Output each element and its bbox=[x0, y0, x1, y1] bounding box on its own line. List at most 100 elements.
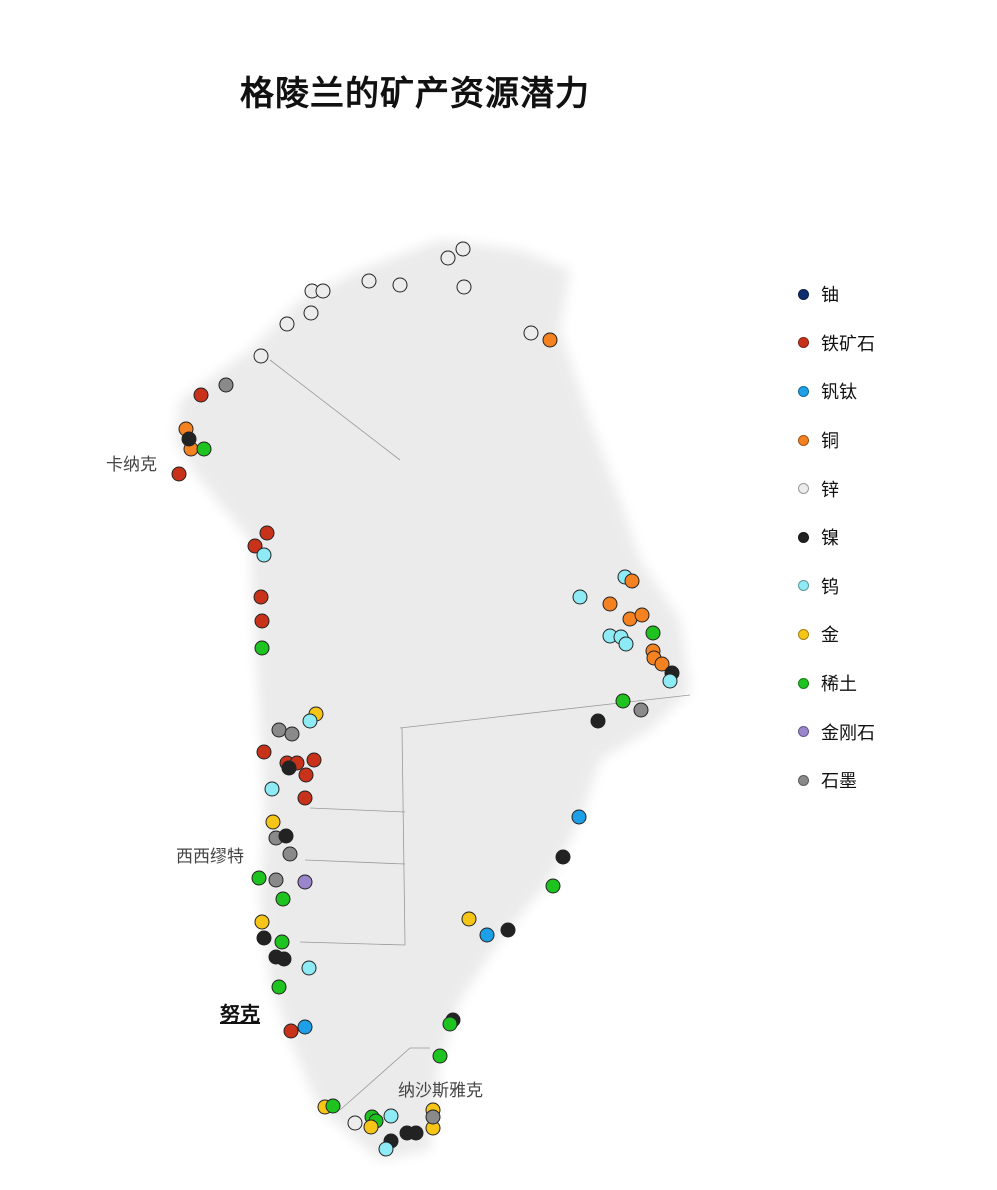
legend-item-cu: 铜 bbox=[798, 416, 875, 465]
legend-marker bbox=[798, 677, 809, 689]
mineral-point-au bbox=[363, 1119, 379, 1135]
mineral-point-ree bbox=[545, 878, 561, 894]
mineral-point-dia bbox=[297, 874, 313, 890]
legend-label: 金 bbox=[821, 625, 839, 647]
mineral-point-ni bbox=[256, 930, 272, 946]
mineral-point-ree bbox=[274, 934, 290, 950]
mineral-point-ree bbox=[271, 979, 287, 995]
mineral-point-fe bbox=[297, 790, 313, 806]
legend-item-ree: 稀土 bbox=[798, 659, 875, 708]
mineral-point-ni bbox=[276, 951, 292, 967]
legend-item-zn: 锌 bbox=[798, 464, 875, 513]
legend-marker bbox=[798, 774, 809, 786]
mineral-point-gr bbox=[282, 846, 298, 862]
legend-label: 稀土 bbox=[821, 674, 857, 696]
mineral-point-zn bbox=[279, 316, 295, 332]
mineral-point-w bbox=[383, 1108, 399, 1124]
legend: 铀铁矿石钒钛铜锌镍钨金稀土金刚石石墨 bbox=[798, 270, 875, 805]
legend-item-vti: 钒钛 bbox=[798, 367, 875, 416]
mineral-point-vti bbox=[479, 927, 495, 943]
legend-marker bbox=[798, 628, 809, 640]
municipal-borders bbox=[269, 359, 691, 1111]
mineral-point-ni bbox=[500, 922, 516, 938]
mineral-point-zn bbox=[347, 1115, 363, 1131]
mineral-point-cu bbox=[602, 596, 618, 612]
mineral-point-fe bbox=[193, 387, 209, 403]
mineral-point-w bbox=[302, 713, 318, 729]
mineral-point-zn bbox=[392, 277, 408, 293]
legend-item-dia: 金刚石 bbox=[798, 707, 875, 756]
mineral-point-ree bbox=[251, 870, 267, 886]
legend-item-gr: 石墨 bbox=[798, 756, 875, 805]
mineral-point-fe bbox=[254, 613, 270, 629]
map-title: 格陵兰的矿产资源潜力 bbox=[240, 74, 590, 114]
mineral-point-ree bbox=[615, 693, 631, 709]
mineral-point-au bbox=[254, 914, 270, 930]
mineral-point-w bbox=[618, 636, 634, 652]
legend-marker bbox=[798, 726, 809, 738]
legend-label: 石墨 bbox=[821, 771, 857, 793]
legend-marker bbox=[798, 385, 809, 397]
mineral-point-ni bbox=[408, 1125, 424, 1141]
mineral-point-ree bbox=[275, 891, 291, 907]
mineral-point-zn bbox=[456, 279, 472, 295]
legend-label: 锌 bbox=[821, 479, 839, 501]
mineral-point-fe bbox=[253, 589, 269, 605]
mineral-point-w bbox=[572, 589, 588, 605]
legend-label: 镍 bbox=[821, 528, 839, 550]
mineral-point-au bbox=[461, 911, 477, 927]
mineral-point-w bbox=[256, 547, 272, 563]
mineral-point-zn bbox=[361, 273, 377, 289]
mineral-point-ree bbox=[645, 625, 661, 641]
legend-label: 铁矿石 bbox=[821, 333, 875, 355]
mineral-point-ni bbox=[590, 713, 606, 729]
mineral-point-ree bbox=[254, 640, 270, 656]
legend-label: 钨 bbox=[821, 576, 839, 598]
legend-item-w: 钨 bbox=[798, 562, 875, 611]
mineral-point-zn bbox=[315, 283, 331, 299]
mineral-point-gr bbox=[268, 872, 284, 888]
mineral-point-ni bbox=[278, 828, 294, 844]
mineral-point-vti bbox=[571, 809, 587, 825]
legend-label: 铀 bbox=[821, 285, 839, 307]
legend-marker bbox=[798, 434, 809, 446]
legend-label: 铜 bbox=[821, 431, 839, 453]
mineral-point-zn bbox=[523, 325, 539, 341]
legend-label: 钒钛 bbox=[821, 382, 857, 404]
mineral-point-w bbox=[301, 960, 317, 976]
mineral-point-vti bbox=[297, 1019, 313, 1035]
place-label-narsarsuaq: 纳沙斯雅克 bbox=[398, 1081, 483, 1101]
legend-label: 金刚石 bbox=[821, 722, 875, 744]
mineral-point-fe bbox=[306, 752, 322, 768]
mineral-point-w bbox=[264, 781, 280, 797]
mineral-point-zn bbox=[455, 241, 471, 257]
mineral-point-ree bbox=[196, 441, 212, 457]
mineral-point-zn bbox=[303, 305, 319, 321]
mineral-point-gr bbox=[633, 702, 649, 718]
mineral-point-au bbox=[265, 814, 281, 830]
mineral-point-zn bbox=[440, 250, 456, 266]
mineral-point-gr bbox=[284, 726, 300, 742]
legend-marker bbox=[798, 580, 809, 592]
mineral-point-w bbox=[378, 1141, 394, 1157]
legend-marker bbox=[798, 288, 809, 300]
legend-item-au: 金 bbox=[798, 610, 875, 659]
mineral-point-fe bbox=[298, 767, 314, 783]
mineral-point-fe bbox=[259, 525, 275, 541]
mineral-point-fe bbox=[171, 466, 187, 482]
mineral-point-w bbox=[662, 673, 678, 689]
place-label-sisimiut: 西西缪特 bbox=[176, 847, 244, 867]
mineral-point-gr bbox=[218, 377, 234, 393]
mineral-point-cu bbox=[654, 656, 670, 672]
mineral-point-ree bbox=[442, 1016, 458, 1032]
mineral-point-fe bbox=[247, 538, 263, 554]
greenland-landmass bbox=[175, 240, 690, 1160]
mineral-point-fe bbox=[283, 1023, 299, 1039]
mineral-point-ni bbox=[555, 849, 571, 865]
mineral-point-cu bbox=[542, 332, 558, 348]
legend-item-u: 铀 bbox=[798, 270, 875, 319]
legend-marker bbox=[798, 531, 809, 543]
mineral-point-cu bbox=[624, 573, 640, 589]
mineral-point-ree bbox=[432, 1048, 448, 1064]
